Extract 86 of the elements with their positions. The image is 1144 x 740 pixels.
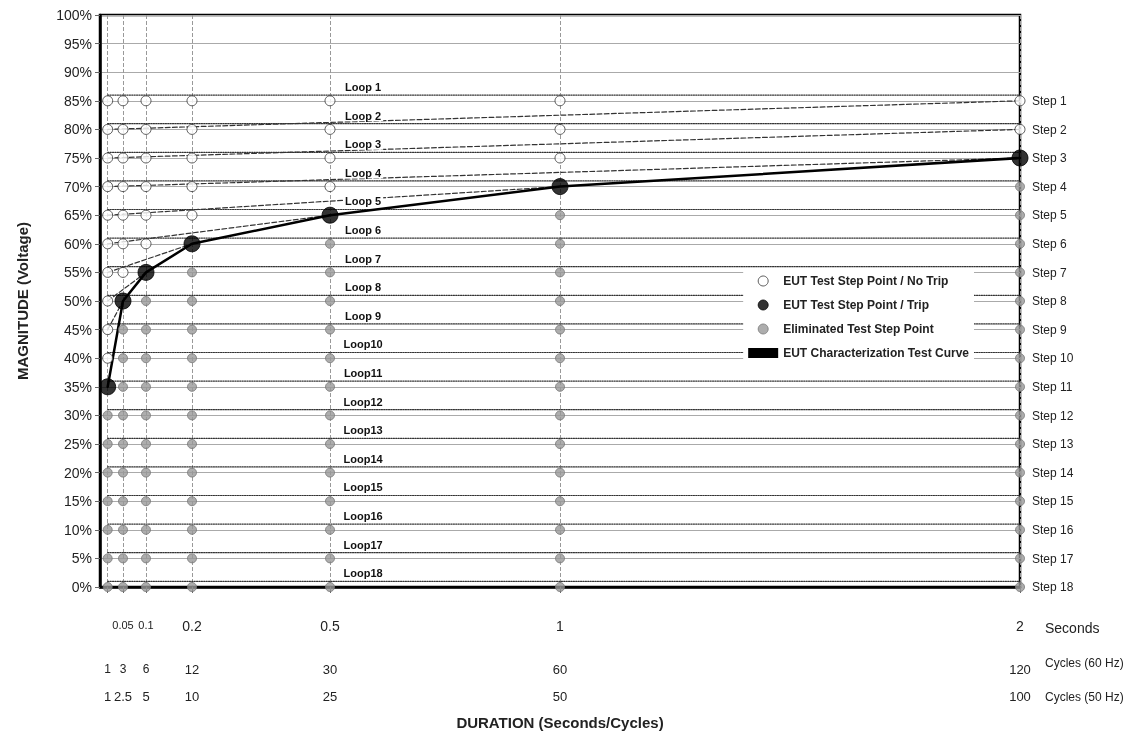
- text: Cycles (50 Hz): [1045, 690, 1124, 704]
- text: Step 3: [1032, 151, 1068, 166]
- x-tick-label: 2: [1016, 618, 1025, 634]
- annotation: Loop 1: [345, 81, 382, 94]
- y-tick-label: 70%: [63, 178, 92, 195]
- y-tick-label: 95%: [63, 35, 92, 52]
- text: Step 6: [1032, 237, 1068, 252]
- text: Step 18: [1032, 580, 1074, 595]
- x-tick-label: 0.5: [320, 618, 340, 634]
- y-tick-label: 65%: [63, 207, 92, 224]
- x-tick-label: 1: [556, 618, 565, 634]
- text: 50: [552, 688, 568, 704]
- y-tick-label: 80%: [63, 121, 92, 138]
- text: Step 13: [1032, 437, 1074, 452]
- y-tick-label: 40%: [63, 350, 92, 367]
- annotation: Loop11: [343, 367, 383, 380]
- y-tick-label: 90%: [63, 64, 92, 81]
- annotation: Loop17: [343, 538, 383, 551]
- x2-tick-label: 12: [184, 662, 200, 677]
- text: 100: [1009, 688, 1031, 704]
- y-tick-label: 100%: [56, 7, 92, 23]
- y-tick-label: 35%: [63, 378, 92, 395]
- x-tick-label: 0.2: [182, 618, 202, 634]
- text: Step 7: [1032, 265, 1068, 280]
- text: Step 8: [1032, 294, 1068, 309]
- y-tick-label: 50%: [63, 293, 92, 309]
- text: Step 2: [1032, 122, 1068, 137]
- annotation: Loop 4: [345, 166, 383, 179]
- annotation: Loop 6: [345, 224, 382, 237]
- text: 5: [142, 688, 150, 704]
- x2-tick-label: 1: [104, 662, 112, 676]
- text: Step 15: [1032, 494, 1074, 509]
- text: Step 5: [1032, 208, 1068, 223]
- text: 1: [104, 688, 112, 704]
- text: Step 9: [1032, 322, 1068, 337]
- annotation: Loop 5: [345, 195, 382, 208]
- text: Cycles (60 Hz): [1045, 656, 1124, 670]
- text: 10: [184, 688, 200, 704]
- y-tick-label: 5%: [71, 550, 92, 567]
- y-tick-label: 10%: [63, 521, 92, 538]
- annotation: Loop15: [343, 481, 383, 494]
- x2-tick-label: 30: [322, 662, 338, 677]
- text: Step 10: [1032, 351, 1074, 366]
- legend-label: EUT Characterization Test Curve: [783, 346, 970, 360]
- y-tick-label: 45%: [63, 321, 92, 338]
- annotation: Loop 8: [345, 281, 382, 294]
- text: 25: [322, 688, 338, 704]
- text: Step 11: [1032, 380, 1073, 395]
- legend-label: EUT Test Step Point / No Trip: [783, 274, 949, 288]
- x-tick-label: 0.1: [138, 618, 154, 631]
- annotation: Loop 7: [345, 252, 382, 265]
- y-tick-label: 30%: [63, 407, 92, 424]
- annotation: Loop 2: [345, 109, 382, 122]
- x-tick-label: 0.05: [112, 618, 134, 631]
- text: Step 16: [1032, 523, 1074, 538]
- annotation: Loop10: [343, 338, 383, 351]
- y-tick-label: 15%: [63, 493, 92, 510]
- text: Step 14: [1032, 465, 1074, 480]
- annotation: Loop12: [343, 395, 383, 408]
- annotation: Loop 9: [345, 309, 382, 322]
- annotation: Loop18: [343, 567, 383, 580]
- annotation: Loop14: [343, 452, 384, 465]
- y-tick-label: 55%: [63, 264, 92, 281]
- y-axis-title: MAGNITUDE (Voltage): [14, 221, 31, 381]
- x2-tick-label: 60: [552, 662, 568, 677]
- x2-tick-label: 120: [1009, 662, 1031, 677]
- text: 2.5: [113, 688, 133, 704]
- text: Seconds: [1045, 620, 1100, 636]
- y-tick-label: 75%: [63, 150, 92, 166]
- y-tick-label: 25%: [63, 436, 92, 452]
- text: Step 17: [1032, 551, 1074, 566]
- legend-label: EUT Test Step Point / Trip: [783, 298, 929, 312]
- y-tick-label: 0%: [71, 579, 92, 595]
- legend-label: Eliminated Test Step Point: [783, 322, 934, 336]
- annotation: Loop 3: [345, 138, 382, 151]
- annotation: Loop16: [343, 510, 383, 523]
- text: Step 12: [1032, 408, 1074, 423]
- annotation: Loop13: [343, 424, 383, 437]
- x-axis-title: DURATION (Seconds/Cycles): [456, 714, 664, 731]
- x2-tick-label: 6: [142, 662, 150, 676]
- text: Step 4: [1032, 179, 1068, 194]
- text: Step 1: [1032, 94, 1068, 109]
- y-tick-label: 60%: [63, 235, 92, 252]
- y-tick-label: 20%: [63, 464, 92, 481]
- x2-tick-label: 3: [119, 662, 127, 676]
- y-tick-label: 85%: [63, 92, 92, 109]
